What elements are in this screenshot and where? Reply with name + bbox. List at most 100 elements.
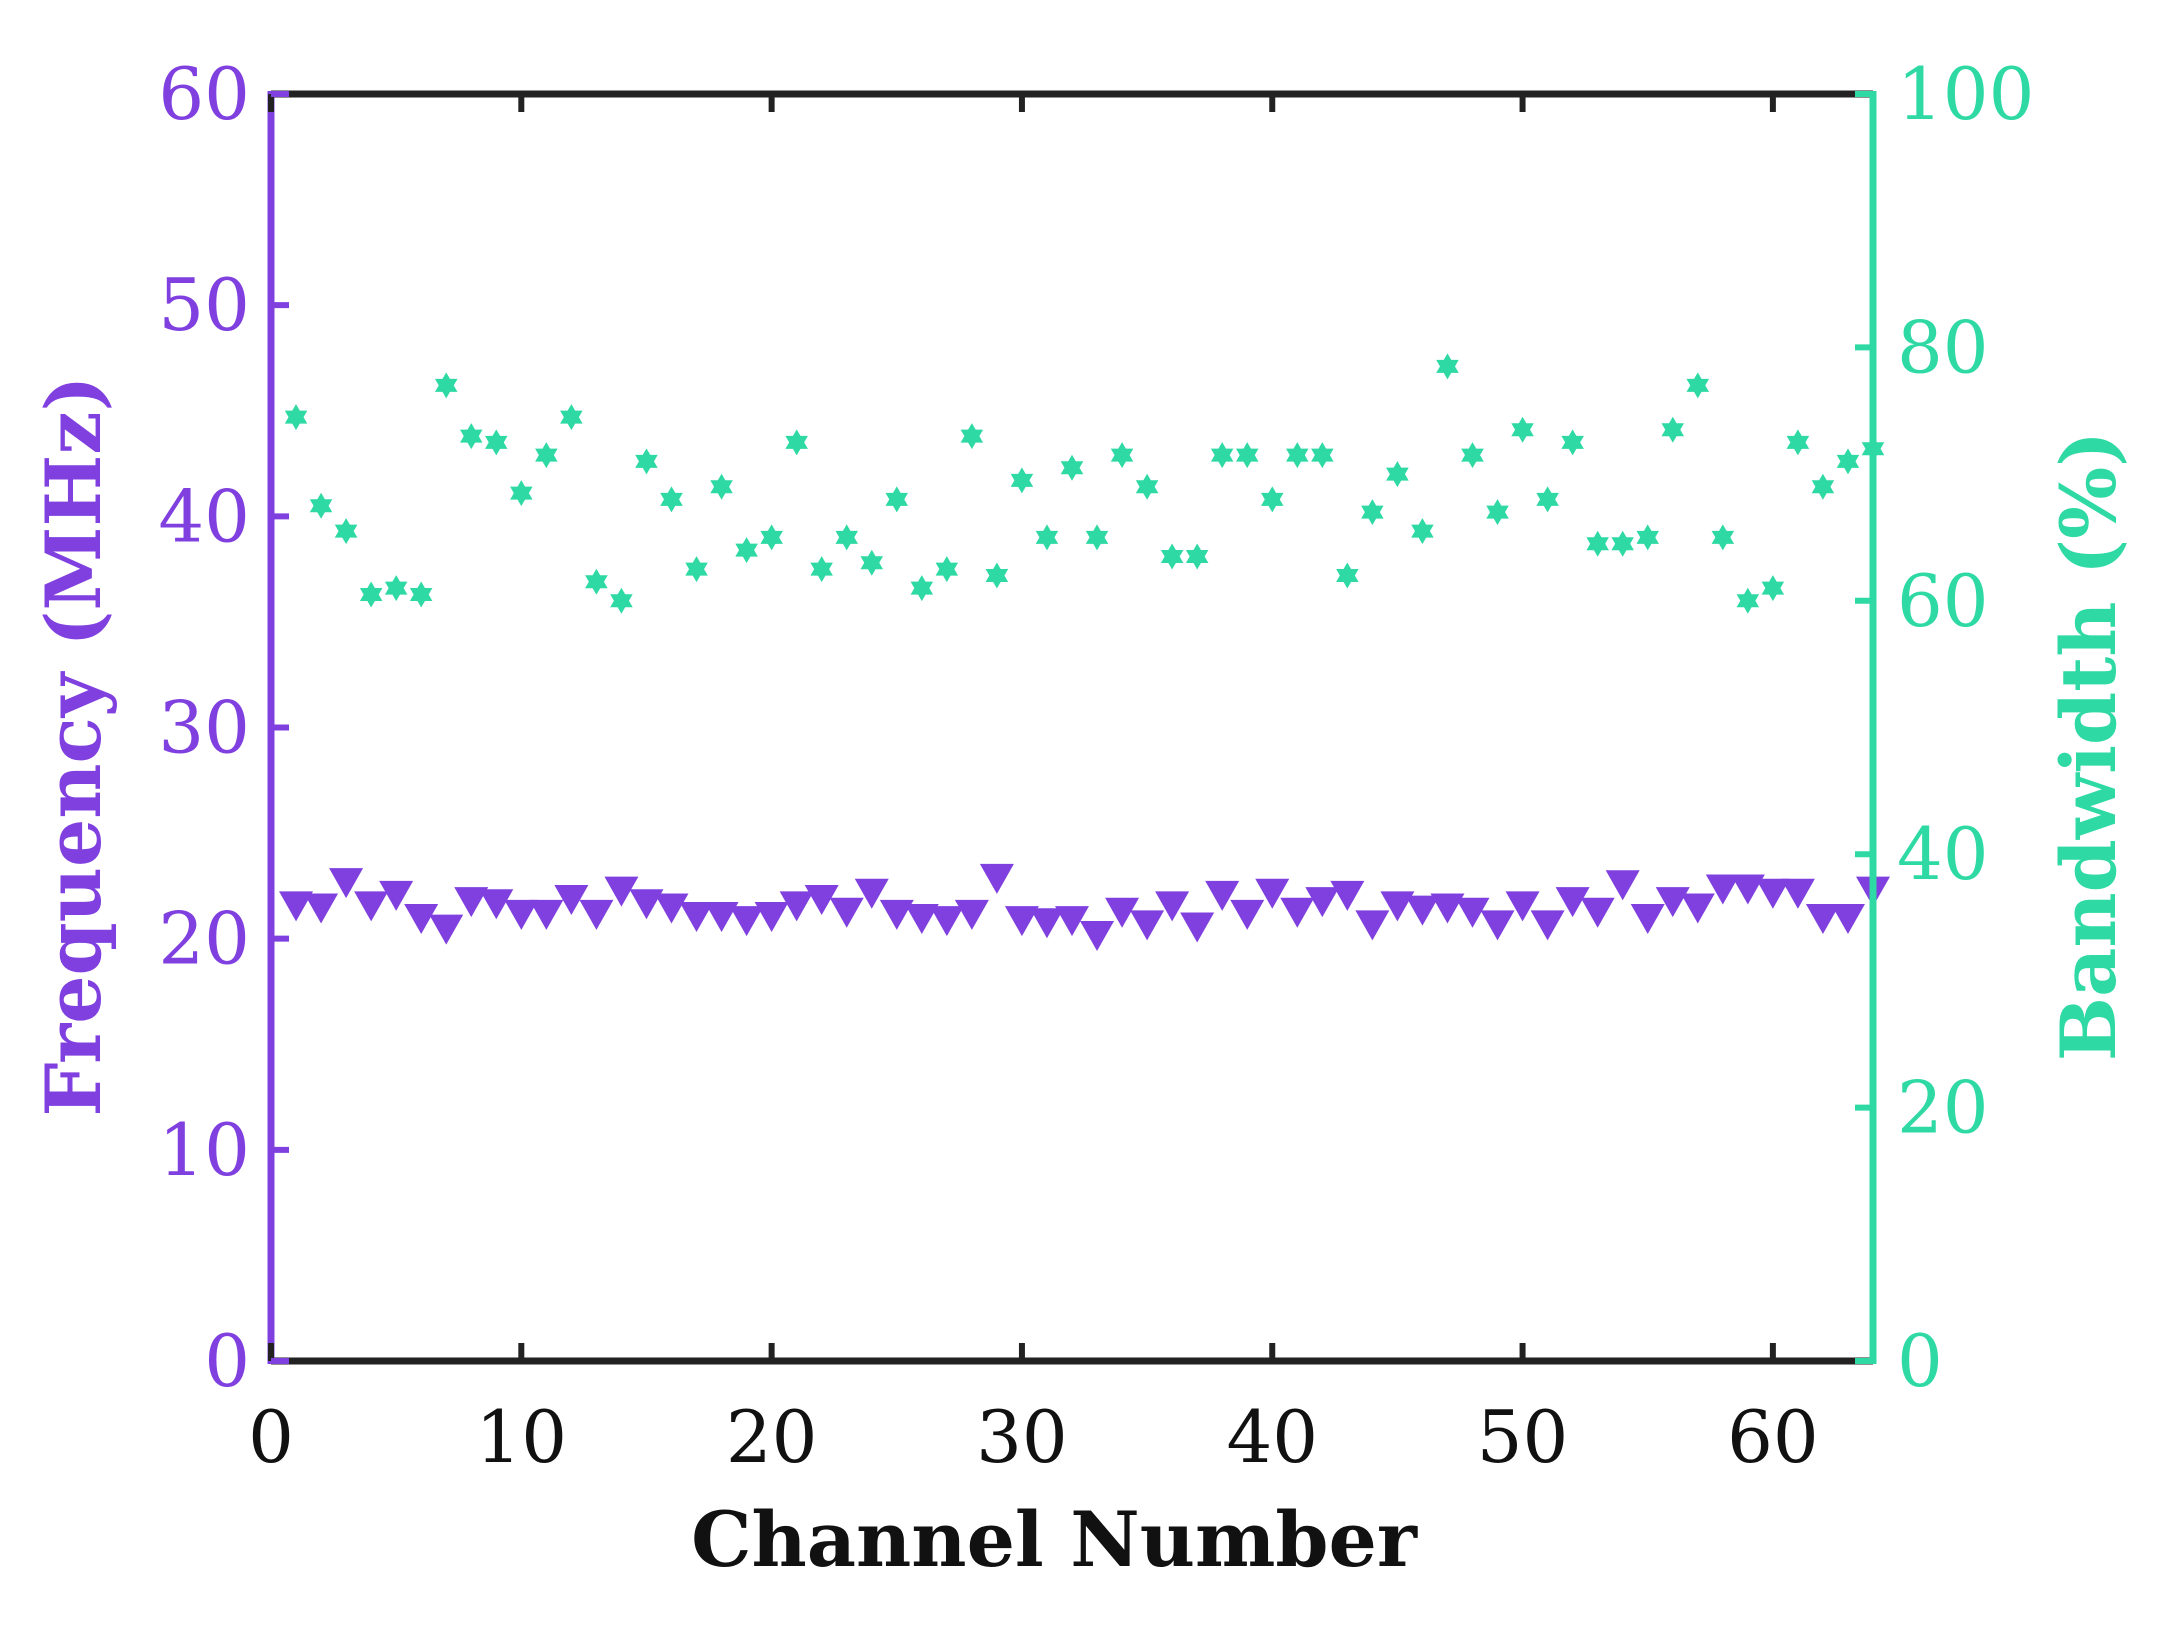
frequency-point	[1230, 899, 1265, 930]
left-y-tick-label: 30	[158, 686, 250, 770]
bandwidth-point	[560, 404, 583, 431]
x-axis-title: Channel Number	[691, 1495, 1418, 1584]
bandwidth-point	[710, 473, 733, 500]
frequency-point	[904, 904, 939, 935]
bandwidth-point	[1811, 473, 1835, 500]
frequency-point	[854, 878, 889, 909]
bandwidth-point	[1135, 473, 1159, 500]
bandwidth-point	[409, 581, 433, 608]
bandwidth-point	[660, 486, 683, 513]
bandwidth-point	[1185, 543, 1209, 570]
bandwidth-series	[284, 353, 1885, 614]
left-y-tick-label: 50	[158, 263, 250, 347]
bandwidth-point	[960, 423, 984, 450]
bandwidth-point	[610, 587, 633, 614]
frequency-point	[729, 906, 764, 937]
frequency-point	[1405, 895, 1440, 926]
bandwidth-point	[860, 549, 883, 576]
bandwidth-point	[1261, 486, 1284, 513]
x-tick-label: 60	[1727, 1395, 1819, 1479]
bandwidth-point	[384, 575, 408, 602]
frequency-point	[1505, 891, 1540, 922]
frequency-point	[304, 893, 339, 924]
x-tick-label: 30	[976, 1395, 1068, 1479]
bandwidth-point	[1461, 442, 1484, 469]
bandwidth-point	[685, 556, 708, 583]
frequency-point	[1580, 897, 1615, 928]
axis-ticks: 0 10 20 30 40 50 60 0 10 20 30 40 50 60 0 20 40 60 80 100	[158, 52, 2034, 1479]
bandwidth-point	[1060, 454, 1084, 481]
frequency-point	[1255, 878, 1290, 909]
frequency-point	[1805, 904, 1840, 935]
frequency-point	[1330, 880, 1365, 911]
frequency-point	[1355, 910, 1390, 941]
bandwidth-point	[359, 581, 383, 608]
frequency-point	[354, 891, 389, 922]
bandwidth-point	[284, 404, 308, 431]
right-y-tick-label: 40	[1897, 812, 1989, 896]
bandwidth-point	[1311, 442, 1334, 469]
left-y-tick-label: 10	[158, 1108, 250, 1192]
frequency-point	[829, 897, 864, 928]
frequency-point	[1705, 874, 1740, 905]
bandwidth-point	[1711, 524, 1735, 551]
frequency-point	[329, 868, 364, 899]
bandwidth-point	[1686, 372, 1709, 399]
bandwidth-point	[885, 486, 908, 513]
frequency-point	[1480, 910, 1515, 941]
frequency-point	[804, 885, 839, 916]
bandwidth-point	[1085, 524, 1109, 551]
bandwidth-point	[1636, 524, 1659, 551]
bandwidth-point	[510, 480, 533, 507]
frequency-point	[779, 891, 814, 922]
frequency-point	[1830, 904, 1865, 935]
bandwidth-point	[1511, 416, 1534, 443]
bandwidth-point	[1210, 442, 1234, 469]
frequency-point	[879, 899, 914, 930]
frequency-point	[1080, 920, 1115, 951]
frequency-point	[1280, 897, 1315, 928]
frequency-point	[279, 891, 314, 922]
frequency-point	[529, 899, 564, 930]
bandwidth-point	[760, 524, 783, 551]
frequency-point	[1029, 908, 1064, 939]
bandwidth-point	[935, 556, 959, 583]
frequency-point	[954, 899, 989, 930]
frequency-series	[279, 863, 1890, 951]
frequency-point	[1430, 893, 1465, 924]
right-y-tick-label: 60	[1897, 559, 1989, 643]
frequency-point	[604, 876, 639, 907]
bandwidth-point	[1611, 530, 1634, 557]
bandwidth-point	[1836, 448, 1860, 475]
bandwidth-point	[635, 448, 658, 475]
frequency-point	[1755, 878, 1790, 909]
frequency-point	[1055, 906, 1089, 937]
bandwidth-point	[735, 537, 758, 564]
axes-frame	[267, 90, 1877, 1365]
bandwidth-point	[1486, 499, 1509, 526]
bandwidth-point	[1661, 416, 1684, 443]
left-y-tick-label: 60	[158, 52, 250, 136]
frequency-point	[554, 885, 589, 916]
frequency-point	[579, 899, 614, 930]
right-y-tick-label: 20	[1897, 1066, 1989, 1150]
frequency-point	[1380, 891, 1415, 922]
bandwidth-point	[910, 575, 934, 602]
bandwidth-point	[1586, 530, 1609, 557]
right-y-tick-label: 80	[1897, 305, 1989, 389]
frequency-point	[929, 906, 964, 937]
bandwidth-point	[585, 568, 608, 595]
bandwidth-point	[1536, 486, 1559, 513]
frequency-point	[654, 893, 689, 924]
bandwidth-point	[1436, 353, 1459, 380]
frequency-point	[1555, 887, 1590, 918]
left-y-axis-title: Frequency (MHz)	[29, 376, 118, 1117]
frequency-point	[754, 901, 789, 932]
bandwidth-point	[334, 518, 358, 545]
frequency-point	[1205, 880, 1240, 911]
bandwidth-point	[485, 429, 508, 456]
frequency-point	[1530, 910, 1565, 941]
bandwidth-point	[1160, 543, 1184, 570]
bandwidth-point	[1336, 562, 1359, 589]
